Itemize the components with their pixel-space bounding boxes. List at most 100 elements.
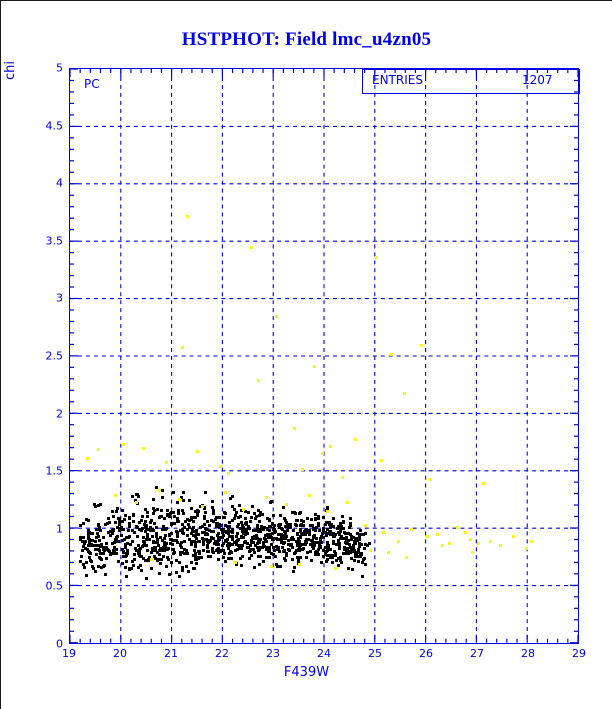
data-point xyxy=(121,562,125,566)
data-point xyxy=(269,532,273,536)
data-point xyxy=(152,507,156,510)
data-point xyxy=(351,544,355,548)
data-point xyxy=(328,445,332,449)
data-point xyxy=(165,509,169,513)
data-point xyxy=(264,496,268,500)
data-point xyxy=(185,548,189,552)
data-point xyxy=(84,561,88,565)
data-point xyxy=(164,526,168,530)
y-tick-label: 3.5 xyxy=(45,234,64,248)
data-point xyxy=(361,557,365,561)
data-point xyxy=(180,540,184,544)
data-point xyxy=(322,554,326,558)
data-point xyxy=(230,494,234,498)
data-point xyxy=(229,556,233,560)
data-point xyxy=(334,551,338,555)
data-point xyxy=(277,524,281,528)
data-point xyxy=(268,525,272,529)
data-point xyxy=(304,540,308,544)
data-point xyxy=(190,539,194,543)
data-point xyxy=(134,493,138,497)
data-point xyxy=(326,554,330,558)
data-point xyxy=(326,506,330,510)
data-point xyxy=(163,544,167,548)
data-point xyxy=(345,538,349,542)
data-point xyxy=(203,516,207,520)
data-point xyxy=(208,539,212,543)
data-point xyxy=(86,456,90,460)
data-point xyxy=(273,554,277,558)
data-point xyxy=(239,515,243,519)
data-point xyxy=(314,537,318,541)
data-point xyxy=(368,542,372,546)
data-point xyxy=(146,527,150,531)
data-point xyxy=(226,546,230,550)
data-point xyxy=(172,510,176,514)
data-point xyxy=(154,526,158,530)
data-point xyxy=(112,528,116,532)
page-title: HSTPHOT: Field lmc_u4zn05 xyxy=(181,29,432,50)
data-point xyxy=(241,555,245,559)
data-point xyxy=(118,516,122,520)
data-point xyxy=(212,520,215,524)
data-point xyxy=(346,500,350,504)
data-point xyxy=(342,537,346,541)
data-point xyxy=(108,530,112,534)
data-point xyxy=(286,528,290,532)
data-point xyxy=(140,555,144,559)
data-point xyxy=(90,559,94,563)
data-point xyxy=(145,514,149,518)
data-point xyxy=(253,551,257,555)
data-point xyxy=(325,534,329,538)
data-point xyxy=(358,545,362,549)
data-point xyxy=(175,571,178,575)
data-point xyxy=(347,526,351,530)
data-point xyxy=(219,535,223,539)
data-point xyxy=(317,529,321,533)
data-point xyxy=(311,523,315,527)
data-point xyxy=(85,518,89,522)
data-point xyxy=(152,540,156,544)
data-point xyxy=(163,540,167,544)
data-point xyxy=(160,538,164,542)
data-point xyxy=(163,528,167,532)
data-point xyxy=(345,541,349,545)
data-point xyxy=(272,548,276,552)
data-point xyxy=(195,511,199,515)
data-point xyxy=(177,560,181,564)
data-point xyxy=(137,548,141,552)
data-point xyxy=(181,491,185,495)
data-point xyxy=(435,532,439,536)
plot-area: PC ENTRIES 1207 xyxy=(69,68,580,644)
data-point xyxy=(235,543,239,547)
data-point xyxy=(111,541,115,545)
data-point xyxy=(317,548,321,552)
data-point xyxy=(124,514,128,518)
data-point xyxy=(114,547,118,551)
data-point xyxy=(97,504,101,508)
data-point xyxy=(331,532,335,536)
data-point xyxy=(105,542,109,546)
data-point xyxy=(266,516,270,520)
data-point xyxy=(313,536,317,540)
data-point xyxy=(327,522,331,526)
data-point xyxy=(278,537,282,541)
data-point xyxy=(184,519,188,523)
data-point xyxy=(98,545,102,549)
data-point xyxy=(105,548,109,552)
data-point xyxy=(248,520,252,524)
data-point xyxy=(344,531,348,535)
data-point xyxy=(206,549,210,553)
data-point xyxy=(217,537,221,541)
data-point xyxy=(112,551,116,555)
x-tick-label: 28 xyxy=(521,647,535,660)
data-point xyxy=(284,520,288,524)
data-point xyxy=(338,529,342,533)
data-point xyxy=(179,552,183,556)
data-point xyxy=(231,528,235,532)
data-point xyxy=(356,554,360,558)
data-point xyxy=(122,555,126,559)
data-point xyxy=(374,256,378,260)
data-point xyxy=(212,542,216,546)
data-point xyxy=(187,518,191,522)
